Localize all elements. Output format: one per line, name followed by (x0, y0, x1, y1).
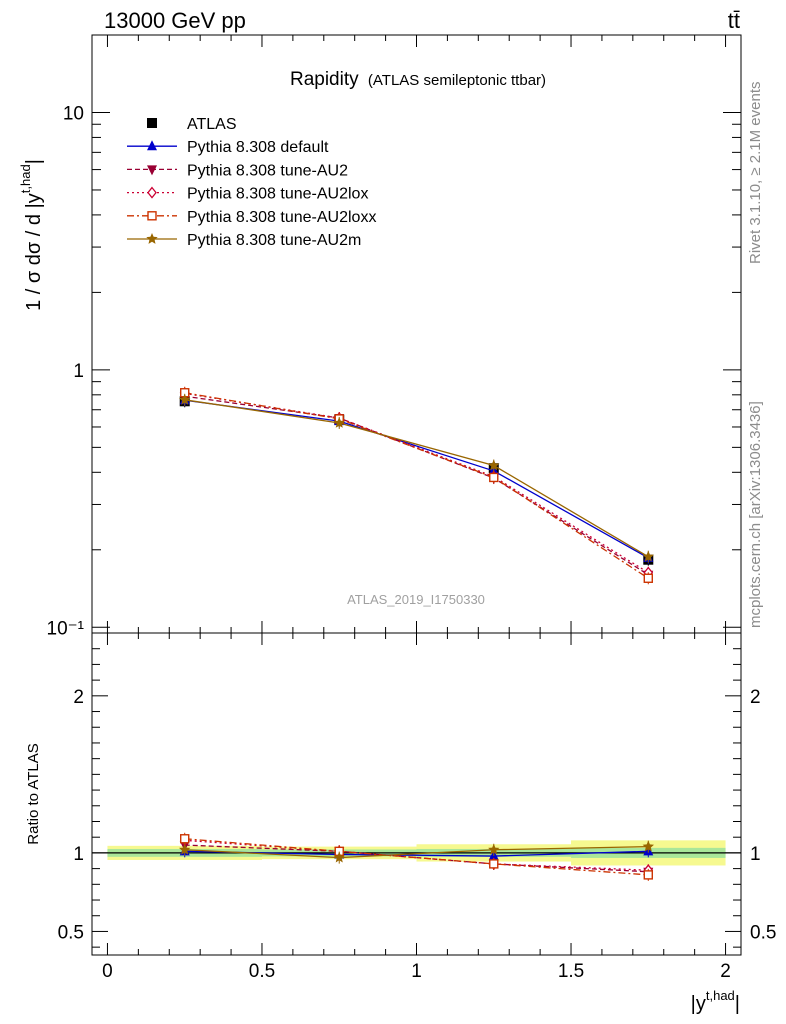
legend-label: Pythia 8.308 tune-AU2m (187, 232, 361, 249)
legend-item: Pythia 8.308 tune-AU2 (127, 162, 348, 179)
main-series-layer (179, 386, 654, 585)
main-y-axis-label: 1 / σ dσ / d |yt,had| (18, 159, 45, 311)
ratio-y-tick-label-right: 2 (750, 687, 761, 708)
legend-item: Pythia 8.308 tune-AU2loxx (127, 209, 376, 226)
y-label-text: 1 / σ dσ / d |y (23, 193, 45, 311)
ratio-series-line (184, 845, 649, 859)
ratio-y-tick-label-left: 1 (73, 844, 84, 865)
legend-label: Pythia 8.308 tune-AU2 (187, 162, 348, 179)
ratio-plot-frame (91, 632, 742, 956)
legend-marker (147, 140, 157, 151)
rivet-label: Rivet 3.1.10, ≥ 2.1M events (747, 82, 764, 265)
ratio-y-axis-label: Ratio to ATLAS (25, 743, 42, 844)
main-y-tick-label: 1 (73, 361, 84, 382)
ratio-data-point (489, 859, 499, 869)
main-series (179, 390, 654, 581)
main-series-line (184, 392, 649, 579)
main-data-point (488, 459, 500, 471)
main-data-point (489, 472, 499, 483)
mcplots-label: mcplots.cern.ch [arXiv:1306.3436] (747, 401, 764, 628)
y-label-close: | (23, 159, 45, 164)
main-series (179, 387, 654, 579)
x-label-sup: t,had (706, 988, 735, 1003)
main-panel: 10 1 10⁻¹ Rapidity (ATLAS semileptonic ttb… (18, 34, 742, 955)
x-label-close: | (735, 993, 740, 1015)
ratio-y-tick-label-left: 0.5 (58, 922, 84, 943)
x-tick-label: 0 (102, 961, 113, 982)
legend-marker (146, 233, 158, 244)
main-series (179, 394, 654, 564)
legend-label: Pythia 8.308 tune-AU2lox (187, 186, 368, 203)
main-series (180, 386, 653, 585)
ratio-y-tick-label-right: 1 (750, 844, 761, 865)
main-data-point (643, 573, 653, 583)
ratio-series (180, 832, 653, 881)
ratio-series-layer (179, 832, 654, 881)
ratio-data-point (643, 870, 653, 880)
main-series-line (184, 395, 649, 576)
ratio-data-point (333, 851, 345, 863)
ratio-data-point (488, 843, 500, 855)
main-y-tick-labels: 10 1 10⁻¹ (47, 103, 85, 639)
ratio-y-tick-labels: 2 2 1 1 0.5 0.5 (58, 687, 777, 944)
ratio-series-line (184, 838, 649, 876)
svg-text:1 / σ dσ / d |yt,had|: 1 / σ dσ / d |yt,had| (18, 159, 45, 311)
legend-item: Pythia 8.308 tune-AU2m (127, 232, 361, 249)
ratio-series-line (184, 844, 649, 873)
x-label-text: |y (691, 993, 706, 1015)
main-series (179, 393, 654, 563)
ratio-data-point (180, 834, 190, 844)
legend-item: Pythia 8.308 tune-AU2lox (127, 186, 368, 203)
x-axis-label: |yt,had| (691, 988, 740, 1015)
main-y-tick-label: 10⁻¹ (47, 618, 85, 639)
main-series-line (184, 392, 649, 574)
legend-marker (147, 211, 157, 221)
legend: ATLAS Pythia 8.308 default Pythia 8.308 tu… (127, 116, 376, 249)
main-data-point (333, 417, 345, 428)
legend-marker (147, 118, 157, 128)
legend-label: Pythia 8.308 tune-AU2loxx (187, 209, 376, 226)
chart-subtitle: (ATLAS semileptonic ttbar) (368, 72, 546, 89)
legend-marker (147, 186, 157, 199)
main-series-line (184, 399, 649, 558)
x-tick-label: 2 (720, 961, 731, 982)
process-label: tt̄ (728, 8, 740, 33)
ratio-series-line (184, 850, 649, 857)
main-series-line (184, 399, 649, 559)
x-tick-labels: 0 0.5 1 1.5 2 (102, 961, 731, 982)
y-label-sup: t,had (18, 164, 33, 193)
legend-item: ATLAS (147, 116, 237, 133)
chart-title-group: Rapidity (ATLAS semileptonic ttbar) (290, 69, 546, 90)
ratio-series (179, 840, 654, 864)
ratio-panel: 2 2 1 1 0.5 0.5 0 0.5 1 1.5 2 Ratio to ATLAS |yt,… (25, 632, 777, 1015)
legend-label: Pythia 8.308 default (187, 139, 329, 156)
chart-title: Rapidity (290, 69, 359, 90)
main-y-tick-label: 10 (63, 103, 84, 124)
legend-item: Pythia 8.308 default (127, 139, 329, 156)
ratio-y-tick-label-right: 0.5 (750, 922, 776, 943)
ratio-uncertainty-band (92, 840, 741, 866)
ratio-data-point (642, 840, 654, 852)
x-tick-label: 1.5 (558, 961, 584, 982)
main-data-point (179, 393, 191, 405)
legend-marker (147, 165, 157, 176)
energy-label: 13000 GeV pp (104, 8, 246, 33)
legend-label: ATLAS (187, 116, 237, 133)
x-tick-label: 1 (411, 961, 422, 982)
ratio-y-tick-label-left: 2 (73, 687, 84, 708)
ratio-axis-ticks (92, 648, 741, 948)
analysis-watermark: ATLAS_2019_I1750330 (347, 592, 485, 607)
ratio-data-point (179, 843, 191, 855)
main-series (179, 395, 654, 566)
main-data-point (642, 550, 654, 562)
x-tick-label: 0.5 (249, 961, 275, 982)
